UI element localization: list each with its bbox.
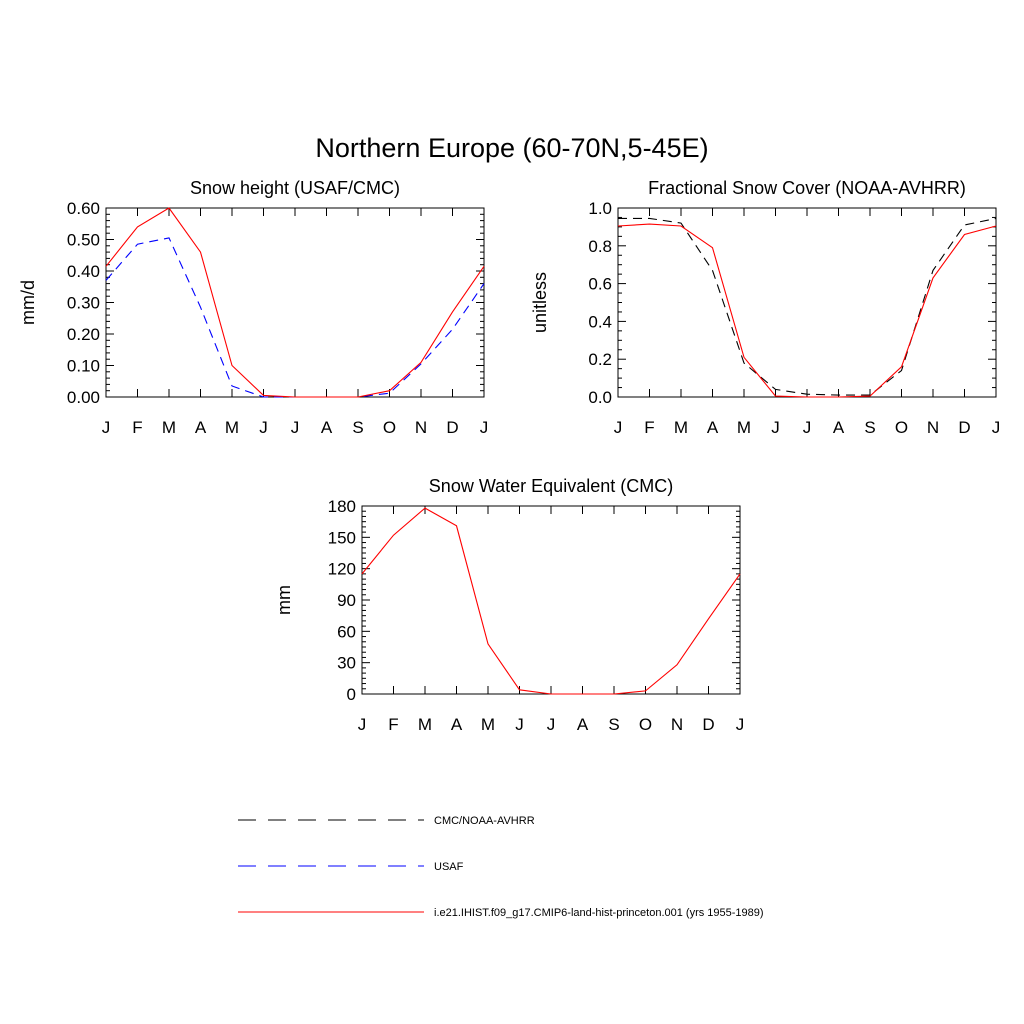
y-tick-label: 30 — [337, 654, 356, 673]
panel-snow-height: Snow height (USAF/CMC)0.000.100.200.300.… — [18, 178, 488, 437]
series-line-usaf — [105, 237, 485, 398]
x-tick-label-j: J — [480, 418, 489, 437]
x-tick-label-j: J — [291, 418, 300, 437]
y-tick-label: 60 — [337, 622, 356, 641]
y-tick-label: 0.20 — [67, 325, 100, 344]
y-tick-label: 0.2 — [588, 350, 612, 369]
legend-label: CMC/NOAA-AVHRR — [434, 815, 535, 827]
figure-title: Northern Europe (60-70N,5-45E) — [315, 133, 708, 163]
y-axis-label: unitless — [530, 272, 550, 333]
x-tick-label-j: J — [614, 418, 623, 437]
x-tick-label-j: J — [102, 418, 111, 437]
plot-frame — [361, 505, 741, 695]
x-tick-label-a: A — [195, 418, 207, 437]
y-axis: 0 30 60 90 120 150 180 — [328, 497, 740, 704]
series-line-model — [361, 507, 741, 695]
x-tick-label-a: A — [321, 418, 333, 437]
x-tick-label-j: J — [736, 715, 745, 734]
x-tick-label-m: M — [481, 715, 495, 734]
x-tick-label-n: N — [671, 715, 683, 734]
x-tick-label-d: D — [446, 418, 458, 437]
x-tick-label-o: O — [639, 715, 652, 734]
plot-frame — [617, 207, 997, 398]
x-tick-label-n: N — [927, 418, 939, 437]
x-tick-label-s: S — [352, 418, 363, 437]
legend-item: i.e21.IHIST.f09_g17.CMIP6-land-hist-prin… — [238, 907, 764, 919]
x-tick-label-d: D — [702, 715, 714, 734]
panel-title: Snow Water Equivalent (CMC) — [429, 476, 673, 496]
x-tick-label-j: J — [547, 715, 556, 734]
y-tick-label: 0.8 — [588, 237, 612, 256]
x-tick-label-m: M — [162, 418, 176, 437]
y-tick-label: 0 — [347, 685, 356, 704]
y-tick-label: 0.60 — [67, 199, 100, 218]
y-axis-label: mm — [274, 585, 294, 615]
x-tick-label-j: J — [992, 418, 1001, 437]
x-tick-label-a: A — [833, 418, 845, 437]
x-tick-label-d: D — [958, 418, 970, 437]
x-tick-label-j: J — [515, 715, 524, 734]
x-tick-label-s: S — [864, 418, 875, 437]
x-tick-label-j: J — [803, 418, 812, 437]
y-tick-label: 0.30 — [67, 294, 100, 313]
y-tick-label: 0.00 — [67, 388, 100, 407]
x-tick-label-o: O — [895, 418, 908, 437]
x-tick-label-j: J — [358, 715, 367, 734]
y-axis: 0.00 0.10 0.20 0.30 0.40 0.50 0.60 — [67, 199, 484, 407]
x-tick-label-a: A — [451, 715, 463, 734]
y-tick-label: 0.50 — [67, 231, 100, 250]
x-tick-label-j: J — [771, 418, 780, 437]
x-tick-label-a: A — [707, 418, 719, 437]
y-axis: 0.0 0.2 0.4 0.6 0.8 1.0 — [588, 199, 996, 407]
x-tick-label-m: M — [418, 715, 432, 734]
legend-item: CMC/NOAA-AVHRR — [238, 815, 535, 827]
series-line-model — [617, 223, 997, 398]
legend-item: USAF — [238, 861, 464, 873]
series-line-model — [105, 207, 485, 398]
x-tick-label-j: J — [259, 418, 268, 437]
x-tick-label-m: M — [225, 418, 239, 437]
y-tick-label: 0.0 — [588, 388, 612, 407]
legend-label: USAF — [434, 861, 464, 873]
y-axis-label: mm/d — [18, 280, 38, 325]
x-tick-label-s: S — [608, 715, 619, 734]
y-tick-label: 150 — [328, 528, 356, 547]
x-tick-label-a: A — [577, 715, 589, 734]
legend-label: i.e21.IHIST.f09_g17.CMIP6-land-hist-prin… — [434, 907, 764, 919]
y-tick-label: 120 — [328, 560, 356, 579]
x-tick-label-m: M — [737, 418, 751, 437]
y-tick-label: 0.40 — [67, 262, 100, 281]
y-tick-label: 0.10 — [67, 357, 100, 376]
panel-snow-water-equivalent: Snow Water Equivalent (CMC) 0 30 60 90 120 150… — [274, 476, 744, 734]
panel-title: Snow height (USAF/CMC) — [190, 178, 400, 198]
y-tick-label: 90 — [337, 591, 356, 610]
panel-fractional-snow-cover: Fractional Snow Cover (NOAA-AVHRR) 0.0 0.2… — [530, 178, 1000, 437]
y-tick-label: 0.4 — [588, 312, 612, 331]
x-tick-label-m: M — [674, 418, 688, 437]
series-line-cmc-noaa-avhrr — [618, 217, 997, 396]
x-tick-label-f: F — [132, 418, 142, 437]
y-tick-label: 180 — [328, 497, 356, 516]
legend: CMC/NOAA-AVHRR USAF i.e21.IHIST.f09_g17.CM… — [238, 815, 764, 919]
panel-title: Fractional Snow Cover (NOAA-AVHRR) — [648, 178, 966, 198]
plot-frame — [105, 207, 485, 398]
x-tick-label-o: O — [383, 418, 396, 437]
x-tick-label-n: N — [415, 418, 427, 437]
x-tick-label-f: F — [388, 715, 398, 734]
y-tick-label: 0.6 — [588, 275, 612, 294]
y-tick-label: 1.0 — [588, 199, 612, 218]
x-tick-label-f: F — [644, 418, 654, 437]
